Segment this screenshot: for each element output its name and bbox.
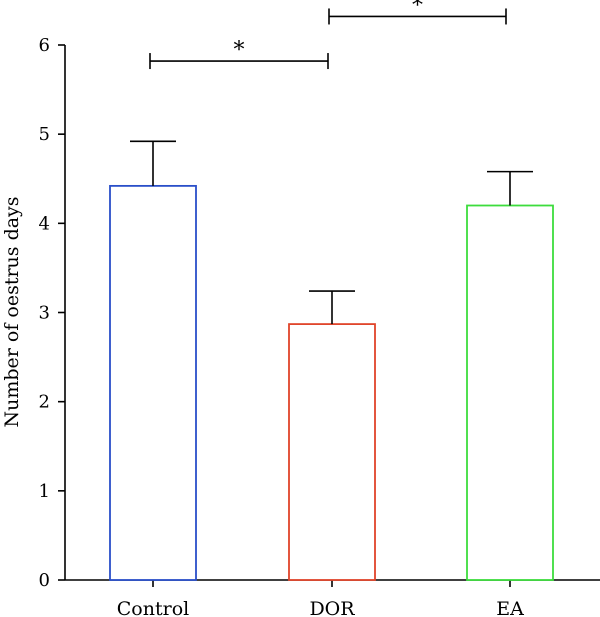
y-axis-title: Number of oestrus days [1, 196, 23, 427]
x-tick-label-ea: EA [496, 598, 524, 617]
bars [109, 184, 554, 581]
bar-ea [466, 204, 554, 581]
significance-brackets: ** [149, 0, 507, 70]
significance-star: * [234, 38, 245, 63]
x-axis: Control DOR EA [65, 579, 600, 617]
y-tick-label-1: 1 [39, 481, 50, 502]
x-ticks: Control DOR EA [117, 580, 524, 617]
x-tick-label-dor: DOR [309, 598, 355, 617]
x-tick-label-control: Control [117, 598, 189, 617]
y-axis: 0 1 2 3 4 5 6 [39, 35, 66, 591]
y-tick-label-4: 4 [39, 213, 50, 234]
significance-bracket-1: * [149, 38, 329, 70]
error-bars [130, 140, 533, 325]
y-tick-label-6: 6 [39, 35, 50, 56]
y-tick-label-3: 3 [39, 303, 50, 324]
bar-dor [288, 323, 376, 581]
y-tick-label-2: 2 [39, 392, 50, 413]
significance-star: * [412, 0, 423, 18]
significance-bracket-2: * [328, 0, 507, 25]
y-ticks: 0 1 2 3 4 5 6 [39, 35, 65, 591]
bar-control [109, 184, 197, 581]
y-tick-label-0: 0 [39, 570, 50, 591]
y-tick-label-5: 5 [39, 124, 50, 145]
